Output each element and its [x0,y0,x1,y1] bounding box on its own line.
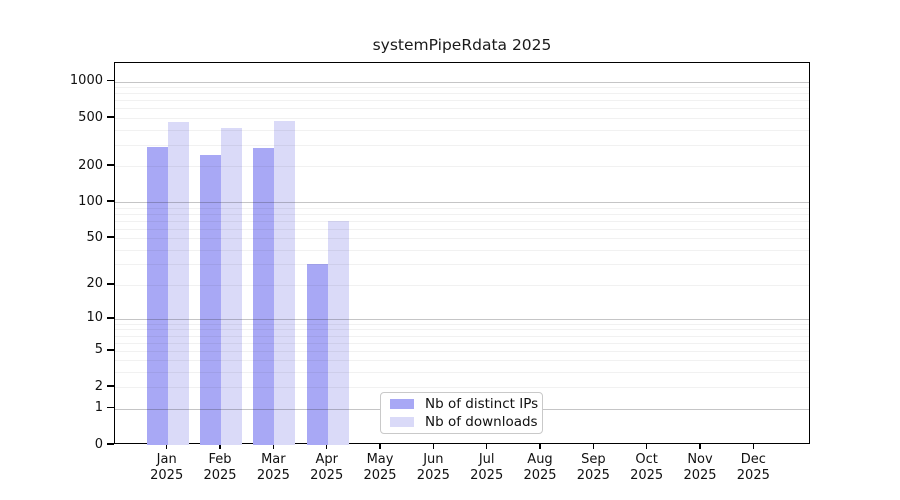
legend: Nb of distinct IPs Nb of downloads [380,392,543,434]
minor-gridline [115,350,809,352]
minor-gridline [115,284,809,286]
y-tick-label: 1 [94,400,103,416]
y-tick-mark [107,236,114,238]
y-tick-label: 2 [94,378,103,394]
bar-feb-ips [200,154,222,445]
x-tick-mark [592,444,595,449]
bar-mar-downloads [274,120,296,445]
x-tick-mark [219,444,221,449]
bar-apr-ips [306,264,328,445]
minor-gridline [115,249,809,251]
x-tick-mark [272,444,275,449]
bar-apr-downloads [327,220,349,445]
major-gridline [115,202,809,204]
plot-area [114,62,810,445]
minor-gridline [115,87,809,89]
minor-gridline [115,144,809,146]
x-tick-mark [379,444,381,449]
y-tick-mark [107,385,114,387]
x-tick-mark [645,444,648,449]
y-tick-mark [107,283,114,285]
x-tick-label: Dec 2025 [736,452,770,483]
y-tick-mark [107,200,114,202]
minor-gridline [115,207,809,209]
x-tick-label: Jun 2025 [416,452,450,483]
legend-label-distinct-ips: Nb of distinct IPs [425,396,539,413]
x-tick-mark [432,444,435,449]
y-tick-label: 20 [86,276,103,292]
minor-gridline [115,387,809,389]
x-tick-mark [699,444,701,449]
minor-gridline [115,372,809,374]
x-tick-label: Apr 2025 [310,452,344,483]
y-tick-label: 500 [78,109,103,125]
bar-feb-downloads [221,127,243,445]
y-tick-mark [107,116,114,118]
chart-title: systemPipeRdata 2025 [372,36,552,54]
y-tick-label: 50 [86,229,103,245]
legend-label-downloads: Nb of downloads [425,413,538,430]
x-tick-label: Sep 2025 [576,452,610,483]
minor-gridline [115,342,809,344]
x-tick-label: Aug 2025 [523,452,557,483]
minor-gridline [115,335,809,337]
major-gridline [115,318,809,320]
y-tick-label: 200 [78,157,103,173]
minor-gridline [115,228,809,230]
minor-gridline [115,166,809,168]
y-tick-mark [107,164,114,166]
y-tick-label: 100 [78,193,103,209]
legend-swatch-downloads [390,416,414,427]
x-tick-mark [752,444,755,449]
minor-gridline [115,213,809,215]
bar-jan-ips [146,147,168,445]
minor-gridline [115,129,809,131]
minor-gridline [115,360,809,362]
y-tick-label: 5 [94,342,103,358]
y-tick-label: 10 [86,310,103,326]
minor-gridline [115,93,809,95]
x-tick-mark [165,444,168,449]
x-tick-label: Nov 2025 [683,452,717,483]
legend-swatch-distinct-ips [390,399,414,410]
x-tick-label: May 2025 [363,452,397,483]
major-gridline [115,81,809,83]
minor-gridline [115,118,809,119]
x-tick-label: Oct 2025 [630,452,664,483]
minor-gridline [115,323,809,325]
y-tick-label: 0 [94,436,103,452]
minor-gridline [115,264,809,266]
y-tick-mark [107,406,114,409]
x-tick-label: Jan 2025 [150,452,184,483]
y-tick-label: 1000 [69,73,103,89]
minor-gridline [115,220,809,222]
minor-gridline [115,238,809,240]
x-tick-mark [539,444,541,449]
minor-gridline [115,108,809,110]
legend-item-downloads: Nb of downloads [390,414,538,430]
x-tick-mark [485,444,488,449]
minor-gridline [115,329,809,331]
x-tick-label: Mar 2025 [256,452,290,483]
y-tick-mark [107,443,114,445]
bar-mar-ips [253,148,275,445]
y-tick-mark [107,317,114,319]
x-tick-label: Jul 2025 [470,452,504,483]
minor-gridline [115,100,809,102]
x-tick-mark [325,444,328,449]
y-tick-mark [107,349,114,351]
x-tick-label: Feb 2025 [203,452,237,483]
legend-item-distinct-ips: Nb of distinct IPs [390,396,538,412]
y-tick-mark [107,79,114,82]
bar-jan-downloads [167,122,189,445]
